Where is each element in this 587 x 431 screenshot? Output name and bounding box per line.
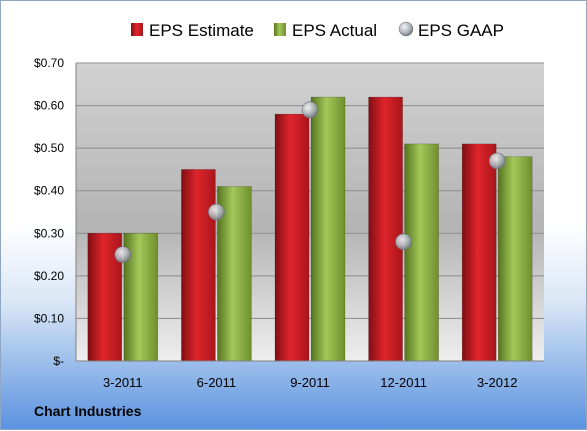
legend-swatch — [131, 23, 143, 36]
legend-swatch — [274, 23, 286, 36]
legend-swatch — [398, 21, 414, 37]
y-tick-label: $0.10 — [34, 311, 64, 325]
eps-gaap-marker — [488, 152, 506, 170]
eps-gaap-marker — [114, 246, 132, 263]
legend-item-eps-actual: EPS Actual — [274, 21, 377, 40]
eps-estimate-bar — [461, 143, 497, 362]
legend-item-eps-gaap: EPS GAAP — [398, 21, 504, 40]
x-tick-label: 3-2012 — [477, 375, 517, 390]
legend-label: EPS GAAP — [418, 21, 504, 40]
legend-label: EPS Actual — [292, 21, 377, 40]
company-name: Chart Industries — [34, 403, 142, 419]
legend: EPS Estimate EPS Actual EPS GAAP — [131, 21, 504, 40]
x-tick-label: 3-2011 — [103, 375, 143, 390]
x-tick-label: 9-2011 — [290, 375, 330, 390]
eps-actual-bar — [404, 143, 439, 362]
x-tick-label: 12-2011 — [380, 375, 427, 390]
x-tick-label: 6-2011 — [197, 375, 237, 390]
eps-estimate-bar — [181, 169, 216, 362]
legend-item-eps-estimate: EPS Estimate — [131, 21, 254, 40]
eps-gaap-marker — [395, 233, 412, 251]
y-tick-label: $- — [53, 354, 64, 368]
eps-estimate-bar — [368, 96, 403, 362]
eps-actual-bar — [497, 156, 533, 362]
eps-gaap-marker — [301, 101, 319, 119]
axes: $- $0.10 $0.20 $0.30 $0.40 $0.50 $0.60 $0.70 3-2… — [34, 56, 544, 390]
y-tick-label: $0.20 — [34, 269, 64, 283]
gaap-markers — [114, 101, 506, 263]
y-tick-label: $0.50 — [34, 141, 64, 155]
y-tick-label: $0.60 — [34, 99, 64, 113]
legend-label: EPS Estimate — [149, 21, 254, 40]
y-tick-label: $0.30 — [34, 226, 64, 240]
eps-gaap-marker — [208, 203, 225, 221]
y-tick-label: $0.40 — [34, 184, 64, 198]
eps-actual-bar — [310, 96, 346, 362]
eps-estimate-bar — [274, 113, 310, 362]
y-tick-label: $0.70 — [34, 56, 64, 70]
bar-series — [87, 96, 533, 362]
